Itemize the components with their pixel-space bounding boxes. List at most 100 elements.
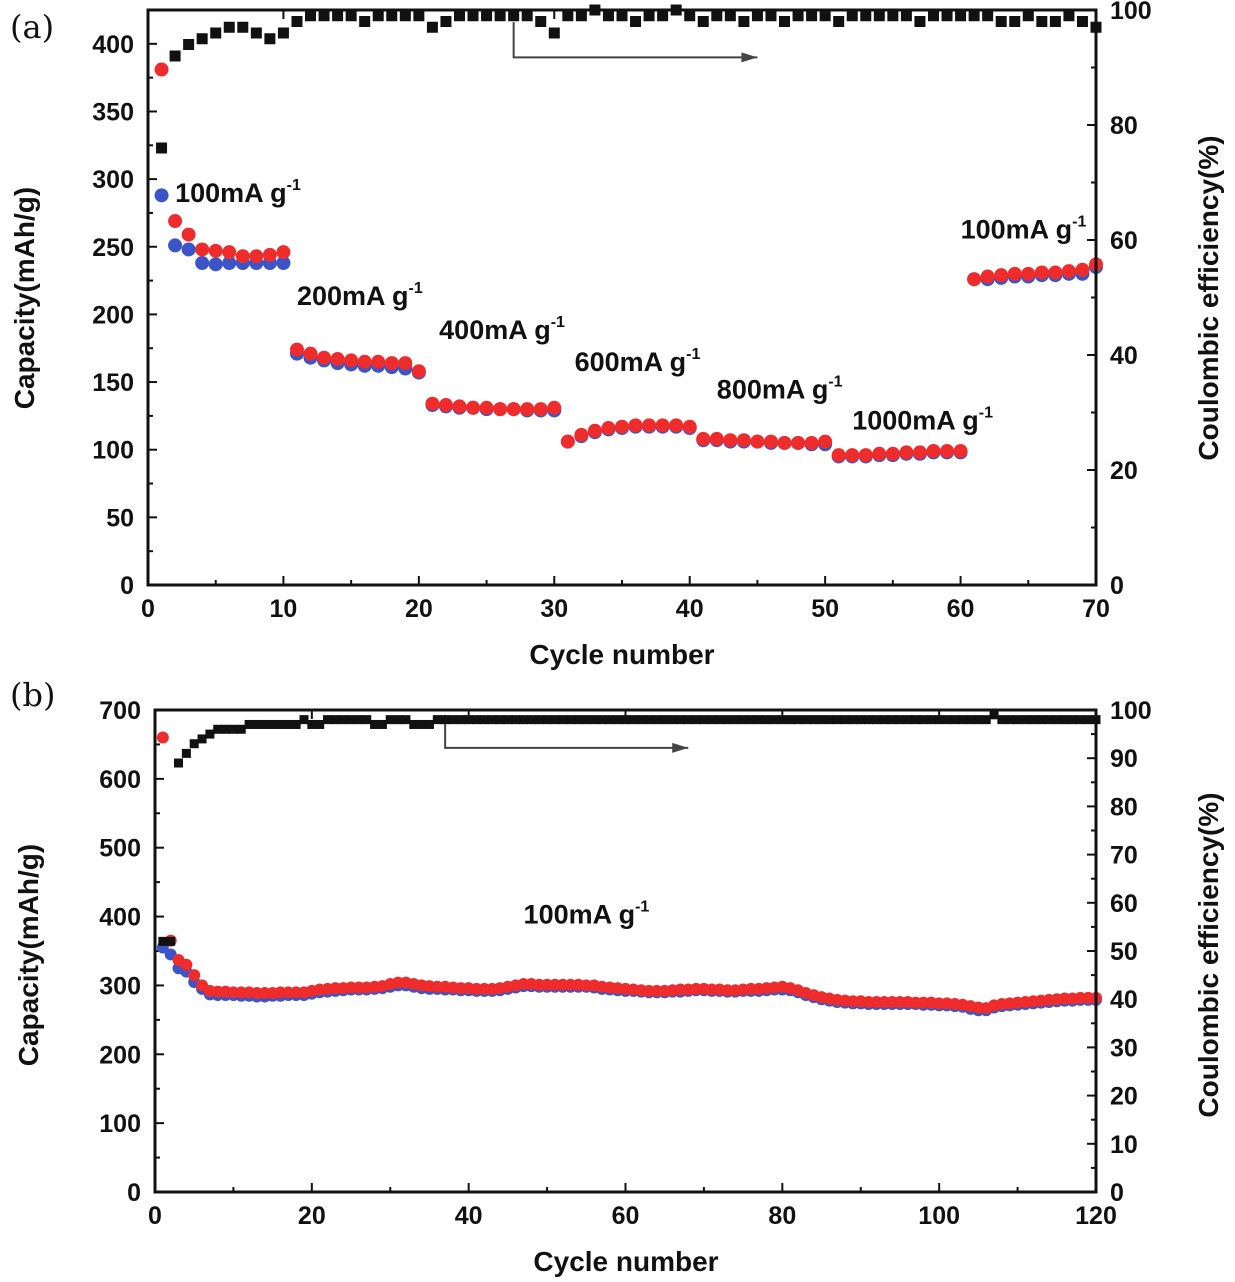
- efficiency-point: [1020, 715, 1030, 725]
- efficiency-point: [762, 715, 772, 725]
- panel-a-label: (a): [10, 8, 54, 46]
- y-tick-label: 200: [92, 301, 134, 329]
- charge-point: [262, 247, 277, 262]
- x-tick-label: 120: [1075, 1202, 1117, 1230]
- efficiency-point: [205, 729, 215, 739]
- efficiency-point: [534, 715, 544, 725]
- efficiency-point: [801, 715, 811, 725]
- charge-point: [384, 356, 399, 371]
- charge-point: [276, 245, 291, 260]
- y-tick-label: 0: [127, 1179, 141, 1207]
- efficiency-point: [223, 21, 235, 33]
- y2-tick-label: 30: [1110, 1034, 1138, 1062]
- charge-point: [642, 418, 657, 433]
- efficiency-point: [879, 715, 889, 725]
- efficiency-point: [900, 10, 912, 22]
- efficiency-point: [833, 16, 845, 27]
- efficiency-point: [511, 715, 521, 725]
- discharge-point: [154, 188, 169, 203]
- y2-tick-label: 70: [1110, 842, 1138, 870]
- y-tick-label: 100: [92, 437, 134, 465]
- rate-annotation-sup: -1: [287, 177, 301, 194]
- efficiency-point: [566, 715, 576, 725]
- efficiency-point: [1063, 10, 1075, 22]
- efficiency-point: [221, 724, 231, 734]
- efficiency-point: [715, 715, 725, 725]
- y-tick-label: 200: [99, 1041, 141, 1069]
- y2-tick-label: 10: [1110, 1131, 1138, 1159]
- efficiency-point: [792, 10, 804, 22]
- rate-annotation-sup: -1: [551, 314, 565, 331]
- discharge-point: [222, 256, 237, 270]
- efficiency-point: [1009, 16, 1021, 27]
- series-charge-capacity: [154, 62, 1103, 463]
- efficiency-point: [196, 33, 208, 45]
- efficiency-point: [914, 16, 926, 27]
- efficiency-point: [377, 719, 387, 729]
- charge-point: [520, 402, 535, 417]
- y-tick-label: 150: [92, 369, 134, 397]
- efficiency-point: [413, 10, 425, 22]
- efficiency-point: [746, 715, 756, 725]
- charge-point: [180, 958, 193, 971]
- efficiency-point: [409, 719, 419, 729]
- rate-annotation-sup: -1: [828, 373, 842, 390]
- efficiency-point: [602, 10, 614, 22]
- efficiency-point: [793, 715, 803, 725]
- panel-b-y-title: Capacity(mAh/g): [13, 844, 44, 1066]
- y2-tick-label: 100: [1110, 0, 1152, 25]
- x-tick-label: 80: [768, 1202, 796, 1230]
- x-tick-label: 0: [148, 1202, 162, 1230]
- rate-annotation: 100mA g-1: [524, 898, 650, 929]
- charge-point: [1061, 264, 1076, 279]
- y-tick-label: 50: [106, 504, 134, 532]
- y2-tick-label: 0: [1110, 572, 1124, 600]
- efficiency-point: [456, 715, 466, 725]
- efficiency-point: [1067, 715, 1077, 725]
- charge-point: [188, 969, 201, 982]
- panel-b: (b) 0 20 40 60 80 100 120010020030040050060070…: [10, 676, 1224, 1277]
- charge-point: [750, 434, 765, 449]
- efficiency-point: [260, 719, 270, 729]
- rate-annotation: 100mA g-1: [961, 214, 1087, 245]
- charge-point: [222, 245, 237, 260]
- rate-annotation: 800mA g-1: [717, 373, 843, 404]
- efficiency-point: [424, 719, 434, 729]
- charge-point: [615, 419, 629, 434]
- efficiency-point: [346, 715, 356, 725]
- charge-point: [168, 214, 183, 229]
- charge-point: [763, 434, 778, 449]
- efficiency-point: [332, 10, 344, 22]
- efficiency-point: [189, 739, 199, 749]
- x-tick-label: 60: [947, 595, 975, 623]
- efficiency-point: [550, 715, 560, 725]
- efficiency-point: [616, 10, 628, 22]
- charge-point: [249, 249, 264, 264]
- efficiency-point: [927, 10, 939, 22]
- y2-tick-label: 80: [1110, 793, 1138, 821]
- efficiency-point: [575, 10, 587, 22]
- efficiency-point: [548, 27, 560, 39]
- charge-point: [1075, 262, 1090, 277]
- efficiency-point: [237, 21, 249, 33]
- charge-point: [289, 342, 304, 357]
- panel-a-frame: [146, 8, 1098, 587]
- charge-point: [601, 421, 616, 436]
- efficiency-point: [338, 715, 348, 725]
- efficiency-point: [277, 27, 289, 39]
- efficiency-point: [738, 715, 748, 725]
- panel-b-annotations: 100mA g-1: [524, 898, 650, 929]
- efficiency-point: [508, 10, 520, 22]
- charge-point: [1048, 265, 1063, 280]
- efficiency-point: [264, 33, 276, 45]
- efficiency-point: [864, 715, 874, 725]
- x-tick-label: 100: [918, 1202, 960, 1230]
- x-tick-label: 50: [811, 595, 839, 623]
- efficiency-point: [244, 719, 254, 729]
- efficiency-point: [197, 734, 207, 744]
- efficiency-point: [291, 719, 301, 729]
- charge-point: [587, 423, 602, 438]
- efficiency-point: [982, 10, 994, 22]
- efficiency-point: [819, 10, 831, 22]
